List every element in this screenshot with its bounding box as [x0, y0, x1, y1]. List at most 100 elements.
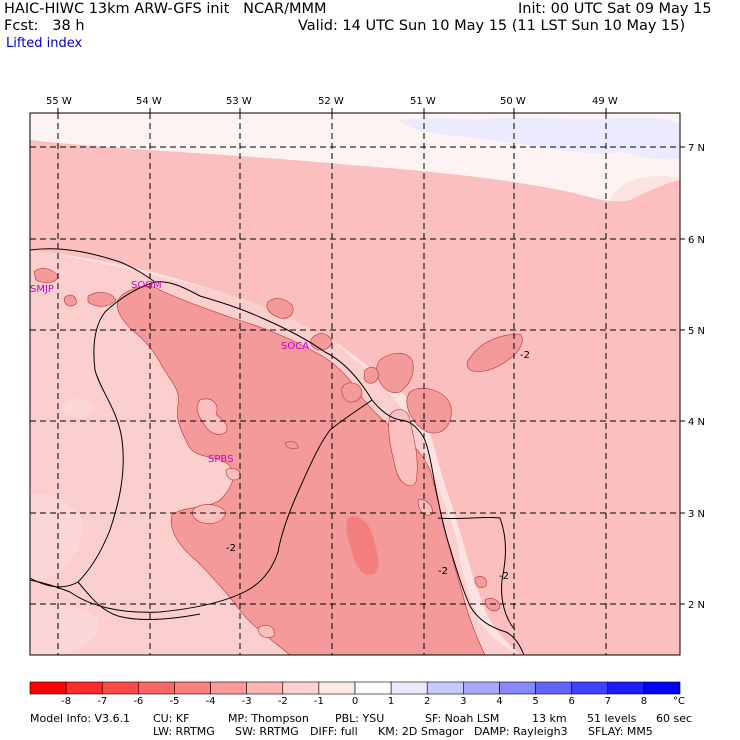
footer-lw: LW: RRTMG	[153, 725, 215, 738]
colorbar-swatch	[643, 681, 681, 695]
lon-label: 50 W	[500, 96, 526, 107]
colorbar-swatch	[29, 681, 67, 695]
colorbar-swatch	[354, 681, 392, 695]
shade-minus3-islet	[466, 333, 523, 372]
lon-label: 52 W	[318, 96, 344, 107]
shade-minus2-hole	[196, 398, 228, 435]
colorbar-tick-label: -2	[278, 696, 288, 707]
coastline-borders	[29, 248, 525, 656]
lon-label: 54 W	[136, 96, 162, 107]
colorbar-swatch	[535, 681, 572, 695]
colorbar-tick-label: -5	[169, 696, 179, 707]
latitude-labels: 7 N 6 N 5 N 4 N 3 N 2 N	[688, 143, 705, 611]
shade-minus3-islet	[363, 366, 379, 384]
init-time: Init: 00 UTC Sat 09 May 15	[518, 1, 712, 17]
shade-minus3-islet	[310, 333, 333, 351]
colorbar-swatch	[390, 681, 428, 695]
colorbar-swatch	[463, 681, 500, 695]
colorbar-tick-label: 7	[605, 696, 611, 707]
contour-label: -2	[499, 571, 509, 582]
shade-minus2-hole	[257, 624, 275, 638]
shade-minus3-islet	[474, 576, 487, 588]
colorbar-swatch	[571, 681, 609, 695]
contour-label: -2	[520, 350, 530, 361]
contour-label: -2	[226, 543, 236, 554]
border-segment	[437, 516, 516, 631]
shade-minus2-hole	[388, 409, 418, 486]
shade-minus3-islet	[341, 382, 363, 403]
model-title: HAIC-HIWC 13km ARW-GFS init NCAR/MMM	[4, 1, 327, 17]
graticule	[30, 113, 680, 655]
shade-minus3-islet	[266, 298, 294, 319]
shade-minus3-islet	[284, 441, 299, 450]
footer-model-info: Model Info: V3.6.1	[30, 712, 131, 725]
colorbar-tick-label: 0	[352, 696, 358, 707]
valid-time: Valid: 14 UTC Sun 10 May 15 (11 LST Sun …	[298, 18, 686, 34]
lat-label: 5 N	[688, 326, 705, 337]
colorbar-swatch	[138, 681, 175, 695]
colorbar-tick-label: 1	[388, 696, 394, 707]
colorbar-swatch	[210, 681, 247, 695]
colorbar-tick-label: 8	[641, 696, 647, 707]
shade-minus3-islet	[87, 292, 117, 307]
lon-label: 55 W	[46, 96, 72, 107]
lat-label: 6 N	[688, 235, 705, 246]
colorbar-unit: °C	[673, 696, 685, 707]
colorbar-tick-label: -8	[61, 696, 71, 707]
colorbar-tick-label: -6	[133, 696, 143, 707]
contour-label: -2	[438, 566, 448, 577]
longitude-labels: 55 W 54 W 53 W 52 W 51 W 50 W 49 W	[46, 96, 618, 107]
station-label: SPBS	[208, 454, 233, 465]
footer-cu: CU: KF	[153, 712, 190, 725]
colorbar-swatch	[282, 681, 320, 695]
suriname-guyana-border	[29, 281, 156, 588]
colorbar-tick-label: -4	[206, 696, 216, 707]
shade-minus3-core	[117, 286, 486, 656]
colorbar-tick-label: 6	[568, 696, 574, 707]
lon-label: 49 W	[592, 96, 618, 107]
shade-minus2-hole	[417, 499, 433, 516]
colorbar-tick-label: 3	[460, 696, 466, 707]
footer-damp: DAMP: Rayleigh3	[474, 725, 568, 738]
colorbar-swatch	[246, 681, 284, 695]
colorbar-swatch	[607, 681, 645, 695]
lon-label: 53 W	[226, 96, 252, 107]
colorbar-tick-label: 2	[424, 696, 430, 707]
lat-label: 3 N	[688, 509, 705, 520]
station-label: SOGM	[131, 280, 162, 291]
colorbar-tick-label: -3	[242, 696, 252, 707]
colorbar-tick-label: 4	[496, 696, 502, 707]
lat-label: 4 N	[688, 417, 705, 428]
forecast-hour: Fcst: 38 h	[4, 18, 85, 34]
colorbar-swatch	[318, 681, 356, 695]
shade-minus2-hole	[191, 504, 227, 524]
footer-km: KM: 2D Smagor	[378, 725, 464, 738]
station-label: SOCA	[281, 341, 309, 352]
shade-positive-north	[400, 117, 680, 160]
colorbar-tick-labels: -8 -7 -6 -5 -4 -3 -2 -1 0 1 2 3 4 5 6 7 8	[61, 696, 647, 707]
footer-sf: SF: Noah LSM	[425, 712, 500, 725]
colorbar-tick-label: -7	[97, 696, 107, 707]
shade-minus3-islet	[484, 598, 501, 612]
colorbar-swatch	[499, 681, 536, 695]
footer-levels: 51 levels	[587, 712, 637, 725]
shade-minus3-islet	[63, 294, 77, 307]
station-label: SMJP	[30, 284, 54, 295]
footer-timestep: 60 sec	[656, 712, 693, 725]
footer-resolution: 13 km	[532, 712, 567, 725]
footer-pbl: PBL: YSU	[335, 712, 385, 725]
footer-sflay: SFLAY: MM5	[588, 725, 653, 738]
axis-ticks	[57, 108, 685, 605]
lon-label: 51 W	[410, 96, 436, 107]
map-frame	[29, 112, 681, 656]
coastline	[29, 248, 525, 656]
lat-label: 2 N	[688, 600, 705, 611]
lat-label: 7 N	[688, 143, 705, 154]
colorbar-swatch	[174, 681, 211, 695]
colorbar	[29, 681, 681, 695]
footer-sw: SW: RRTMG	[235, 725, 299, 738]
shade-minus3-islet	[406, 387, 452, 434]
field-name: Lifted index	[6, 36, 83, 51]
footer-diff: DIFF: full	[310, 725, 358, 738]
